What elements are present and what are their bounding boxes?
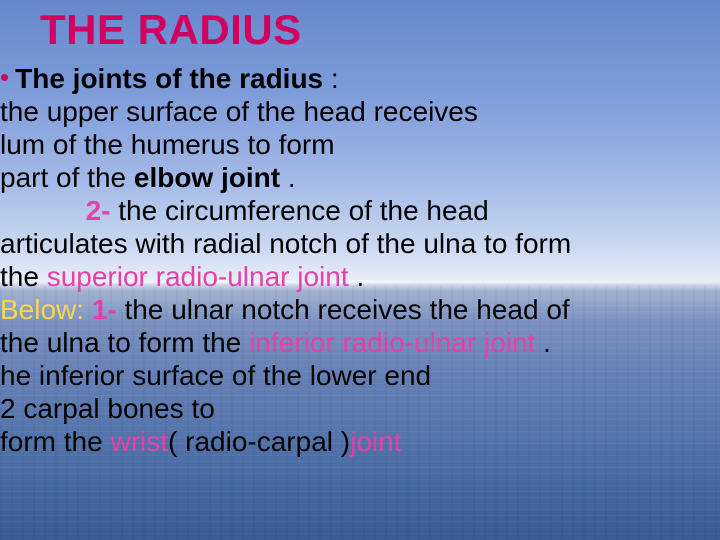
line-3: lum of the humerus to form bbox=[0, 128, 700, 161]
text-segment: 2 carpal bones to bbox=[0, 393, 215, 424]
line-7: the superior radio-ulnar joint . bbox=[0, 260, 700, 293]
text-segment: the ulnar notch receives the head of bbox=[117, 294, 570, 325]
text-segment-pink: superior radio-ulnar joint bbox=[47, 261, 349, 292]
text-segment: ( radio-carpal ) bbox=[168, 426, 350, 457]
line-9: the ulna to form the inferior radio-ulna… bbox=[0, 326, 700, 359]
text-segment: form the bbox=[0, 426, 110, 457]
text-segment: the bbox=[0, 261, 47, 292]
text-segment-pink: inferior radio-ulnar joint bbox=[249, 327, 535, 358]
line-1: •The joints of the radius : bbox=[0, 62, 700, 95]
text-segment-bold: elbow joint bbox=[134, 162, 280, 193]
text-segment: lum of the humerus to form bbox=[0, 129, 335, 160]
text-segment: The joints of the radius bbox=[15, 63, 323, 94]
text-segment: he inferior surface of the lower end bbox=[0, 360, 431, 391]
text-segment: articulates with radial notch of the uln… bbox=[0, 228, 571, 259]
line-12: form the wrist( radio-carpal )joint bbox=[0, 425, 700, 458]
text-segment: the circumference of the head bbox=[110, 195, 488, 226]
line-10: he inferior surface of the lower end bbox=[0, 359, 700, 392]
text-segment: the ulna to form the bbox=[0, 327, 249, 358]
text-segment-pink: 2- bbox=[86, 195, 111, 226]
line-2: the upper surface of the head receives bbox=[0, 95, 700, 128]
line-8: Below: 1- the ulnar notch receives the h… bbox=[0, 293, 700, 326]
text-segment: . bbox=[349, 261, 365, 292]
text-segment: part of the bbox=[0, 162, 134, 193]
line-4: part of the elbow joint . bbox=[0, 161, 700, 194]
text-segment: . bbox=[280, 162, 296, 193]
text-segment: . bbox=[535, 327, 551, 358]
line-11: 2 carpal bones to bbox=[0, 392, 700, 425]
text-segment bbox=[0, 195, 86, 226]
slide: THE RADIUS •The joints of the radius : t… bbox=[0, 0, 720, 540]
text-segment-pink: wrist bbox=[110, 426, 168, 457]
text-segment-pink: joint bbox=[350, 426, 401, 457]
text-segment bbox=[84, 294, 92, 325]
slide-body: •The joints of the radius : the upper su… bbox=[0, 62, 700, 458]
text-segment: : bbox=[323, 63, 339, 94]
line-6: articulates with radial notch of the uln… bbox=[0, 227, 700, 260]
text-segment-pink: 1- bbox=[92, 294, 117, 325]
text-segment-yellow: Below: bbox=[0, 294, 84, 325]
text-segment: the upper surface of the head receives bbox=[0, 96, 478, 127]
slide-title: THE RADIUS bbox=[40, 6, 302, 54]
line-5: 2- the circumference of the head bbox=[0, 194, 700, 227]
bullet-icon: • bbox=[0, 62, 9, 92]
